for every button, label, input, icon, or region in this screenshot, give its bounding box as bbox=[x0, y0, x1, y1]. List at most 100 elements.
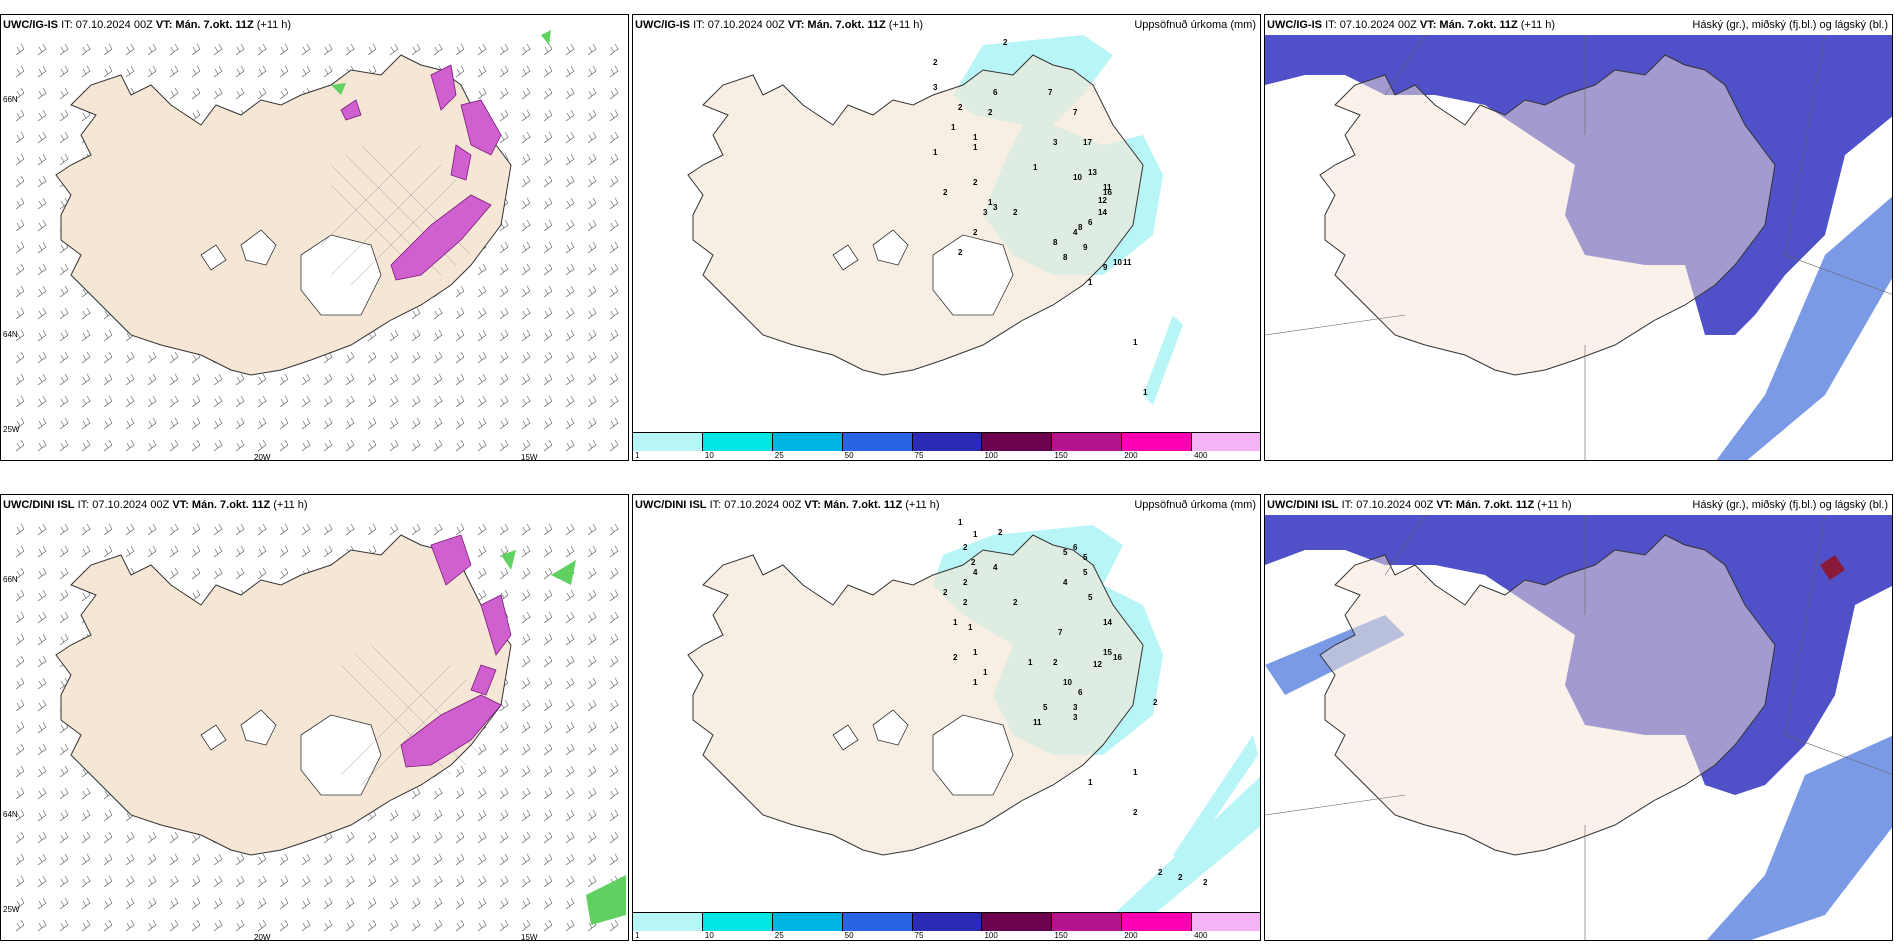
wind-barb bbox=[521, 567, 531, 580]
wind-barb bbox=[235, 87, 245, 100]
wind-barb bbox=[433, 831, 443, 844]
lon-label-25w: 25W bbox=[3, 425, 20, 434]
green-areas bbox=[331, 30, 551, 95]
wind-barb bbox=[367, 853, 377, 866]
wind-barb bbox=[411, 351, 421, 364]
precip-value-label: 6 bbox=[1088, 218, 1093, 227]
iceland-land bbox=[687, 54, 1144, 376]
wind-barb bbox=[125, 897, 135, 910]
wind-barb bbox=[609, 545, 619, 558]
wind-barb bbox=[455, 285, 465, 298]
wind-barb bbox=[37, 677, 47, 690]
wind-barb bbox=[411, 919, 421, 932]
wind-barb bbox=[59, 567, 69, 580]
precip-value-label: 16 bbox=[1103, 188, 1112, 197]
wind-barb bbox=[477, 65, 487, 78]
wind-barb bbox=[37, 919, 47, 932]
wind-barb bbox=[81, 853, 91, 866]
wind-barb bbox=[367, 395, 377, 408]
wind-barb bbox=[125, 439, 135, 452]
wind-barb bbox=[345, 919, 355, 932]
wind-barb bbox=[587, 875, 597, 888]
wind-barb bbox=[543, 765, 553, 778]
wind-barb bbox=[191, 567, 201, 580]
precip-value-label: 1 bbox=[1133, 768, 1138, 777]
wind-barb bbox=[147, 43, 157, 56]
wind-barb bbox=[609, 197, 619, 210]
wind-barb bbox=[455, 439, 465, 452]
wind-barb bbox=[103, 831, 113, 844]
precip-value-label: 2 bbox=[943, 588, 948, 597]
wind-barb bbox=[59, 875, 69, 888]
wind-barb bbox=[59, 831, 69, 844]
wind-barb bbox=[609, 43, 619, 56]
precip-value-label: 4 bbox=[1063, 578, 1068, 587]
wind-barb bbox=[59, 373, 69, 386]
wind-barb bbox=[103, 395, 113, 408]
wind-barb bbox=[609, 285, 619, 298]
wind-barb bbox=[587, 589, 597, 602]
wind-barb bbox=[213, 545, 223, 558]
wind-barb bbox=[543, 109, 553, 122]
panel-header: UWC/DINI ISL IT: 07.10.2024 00Z VT: Mán.… bbox=[3, 499, 308, 511]
wind-barb bbox=[389, 853, 399, 866]
wind-barb bbox=[521, 175, 531, 188]
precip-value-label: 2 bbox=[973, 178, 978, 187]
wind-barb bbox=[257, 439, 267, 452]
wind-barb bbox=[477, 263, 487, 276]
wind-barb bbox=[81, 395, 91, 408]
precip-value-label: 6 bbox=[1078, 688, 1083, 697]
precip-value-label: 10 bbox=[1073, 173, 1082, 182]
wind-barb bbox=[37, 329, 47, 342]
wind-barb bbox=[15, 853, 25, 866]
wind-barb bbox=[565, 809, 575, 822]
lat-label-64n: 64N bbox=[3, 330, 18, 339]
wind-barb bbox=[433, 523, 443, 536]
wind-barb bbox=[15, 329, 25, 342]
wind-barb bbox=[609, 699, 619, 712]
wind-barb bbox=[389, 897, 399, 910]
legend-swatch bbox=[842, 913, 913, 931]
wind-barb bbox=[15, 219, 25, 232]
wind-barb bbox=[323, 43, 333, 56]
precip-value-label: 2 bbox=[971, 558, 976, 567]
wind-barb bbox=[323, 875, 333, 888]
wind-barb bbox=[323, 395, 333, 408]
wind-barb bbox=[543, 351, 553, 364]
wind-barb bbox=[213, 897, 223, 910]
wind-barb bbox=[587, 329, 597, 342]
wind-barb bbox=[587, 241, 597, 254]
precip-value-label: 7 bbox=[1058, 628, 1063, 637]
wind-barb bbox=[521, 787, 531, 800]
wind-barb bbox=[433, 787, 443, 800]
wind-barb bbox=[543, 439, 553, 452]
iceland-land bbox=[55, 54, 512, 376]
wind-barb bbox=[15, 765, 25, 778]
wind-barb bbox=[323, 351, 333, 364]
wind-barb bbox=[433, 417, 443, 430]
wind-barb bbox=[59, 153, 69, 166]
legend-swatch bbox=[982, 913, 1053, 931]
wind-barb bbox=[279, 853, 289, 866]
wind-barb bbox=[609, 633, 619, 646]
wind-barb bbox=[389, 373, 399, 386]
wind-barb bbox=[521, 219, 531, 232]
wind-barb bbox=[543, 919, 553, 932]
wind-barb bbox=[455, 523, 465, 536]
wind-barb bbox=[411, 307, 421, 320]
wind-barb bbox=[235, 567, 245, 580]
wind-barb bbox=[345, 43, 355, 56]
precip-value-label: 2 bbox=[1158, 868, 1163, 877]
wind-barb bbox=[521, 831, 531, 844]
wind-barb bbox=[103, 919, 113, 932]
cloud-mid-patch bbox=[1820, 555, 1845, 580]
wind-barb bbox=[587, 545, 597, 558]
wind-barb bbox=[477, 567, 487, 580]
wind-barb bbox=[125, 43, 135, 56]
wind-barb bbox=[609, 743, 619, 756]
wind-barb bbox=[169, 395, 179, 408]
wind-barb bbox=[59, 523, 69, 536]
wind-barb bbox=[169, 65, 179, 78]
snowfall-purple bbox=[340, 64, 502, 281]
